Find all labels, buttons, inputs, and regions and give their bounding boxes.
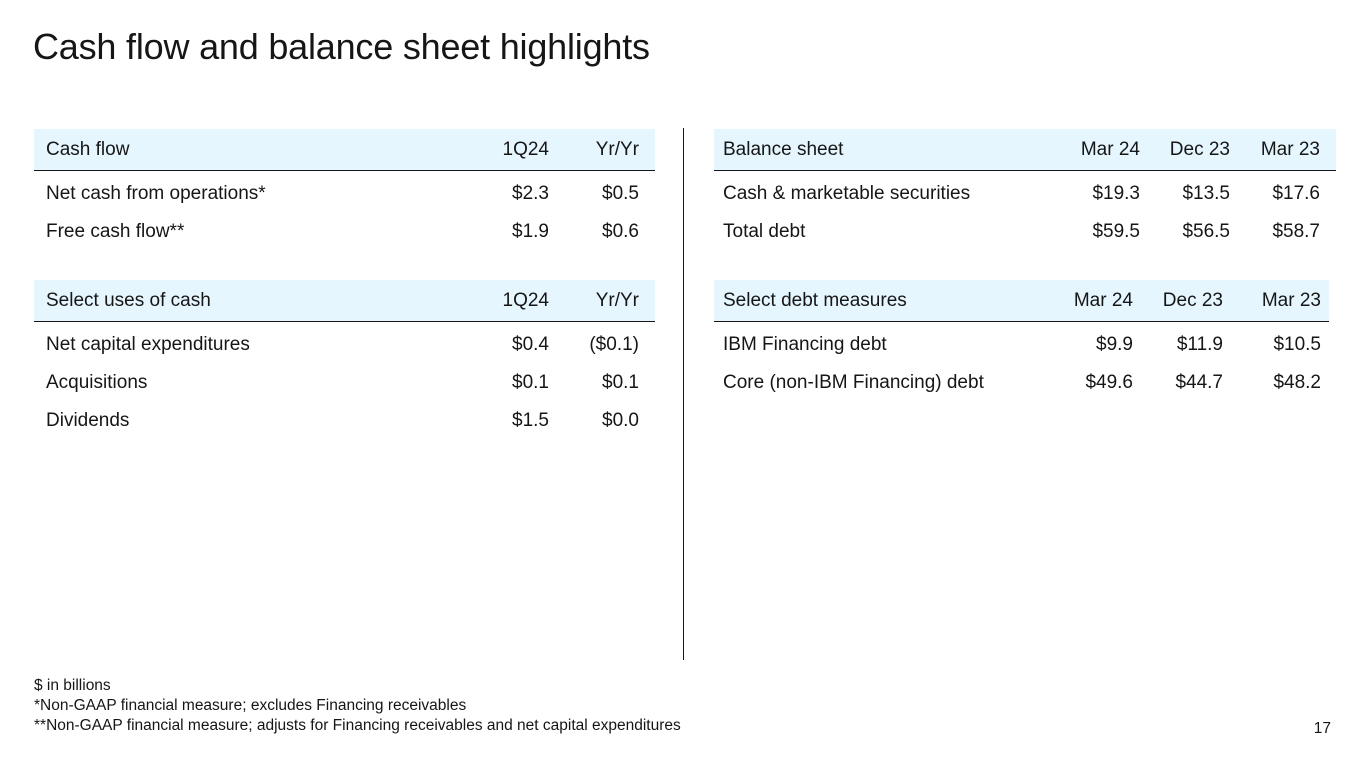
cell-value: $56.5 [1182, 221, 1230, 242]
table-header-row: Cash flow 1Q24 Yr/Yr [34, 129, 655, 171]
table-header-row: Select uses of cash 1Q24 Yr/Yr [34, 280, 655, 322]
row-label: Net cash from operations* [46, 183, 266, 204]
cell-value: $17.6 [1272, 183, 1320, 204]
cell-value: $0.4 [512, 334, 549, 355]
cell-value: $0.1 [512, 372, 549, 393]
footnotes: $ in billions *Non-GAAP financial measur… [34, 676, 681, 736]
header-cell: Dec 23 [1156, 129, 1246, 171]
row-label: Dividends [46, 410, 130, 431]
uses-of-cash-table: Select uses of cash 1Q24 Yr/Yr Net capit… [34, 280, 655, 440]
table-header-row: Balance sheet Mar 24 Dec 23 Mar 23 [714, 129, 1336, 171]
cell-value: $0.6 [602, 221, 639, 242]
row-label: Core (non-IBM Financing) debt [723, 372, 984, 393]
page-title: Cash flow and balance sheet highlights [33, 26, 650, 67]
cell-value: $11.9 [1176, 334, 1223, 355]
row-label: Cash & marketable securities [723, 183, 971, 204]
table-row: Net capital expenditures $0.4 ($0.1) [34, 322, 655, 365]
footnote-2: **Non-GAAP financial measure; adjusts fo… [34, 717, 681, 734]
cell-value: $58.7 [1272, 221, 1320, 242]
header-cell: Mar 23 [1246, 129, 1336, 171]
header-cell: Select debt measures [714, 280, 1059, 322]
footnote-units: $ in billions [34, 677, 111, 694]
table-row: IBM Financing debt $9.9 $11.9 $10.5 [714, 322, 1329, 365]
cell-value: $9.9 [1096, 334, 1133, 355]
header-cell: Balance sheet [714, 129, 1066, 171]
header-cell: Dec 23 [1149, 280, 1239, 322]
header-cell: 1Q24 [475, 280, 565, 322]
row-label: Net capital expenditures [46, 334, 250, 355]
row-label: IBM Financing debt [723, 334, 887, 355]
header-cell: Mar 23 [1239, 280, 1329, 322]
cell-value: $1.5 [512, 410, 549, 431]
column-divider [683, 128, 684, 660]
header-cell: Mar 24 [1059, 280, 1149, 322]
cell-value: $59.5 [1092, 221, 1140, 242]
table-row: Core (non-IBM Financing) debt $49.6 $44.… [714, 364, 1329, 402]
cell-value: $0.0 [602, 410, 639, 431]
cell-value: ($0.1) [589, 334, 639, 355]
cell-value: $2.3 [512, 183, 549, 204]
header-cell: Mar 24 [1066, 129, 1156, 171]
table-row: Acquisitions $0.1 $0.1 [34, 364, 655, 402]
footnote-1: *Non-GAAP financial measure; excludes Fi… [34, 697, 467, 714]
debt-measures-table: Select debt measures Mar 24 Dec 23 Mar 2… [714, 280, 1329, 402]
row-label: Free cash flow** [46, 221, 185, 242]
cell-value: $10.5 [1273, 334, 1321, 355]
header-cell: Cash flow [34, 129, 475, 171]
cell-value: $44.7 [1175, 372, 1223, 393]
cell-value: $0.5 [602, 183, 639, 204]
header-cell: Yr/Yr [565, 280, 655, 322]
header-cell: Select uses of cash [34, 280, 475, 322]
cash-flow-table: Cash flow 1Q24 Yr/Yr Net cash from opera… [34, 129, 655, 251]
header-cell: 1Q24 [475, 129, 565, 171]
table-header-row: Select debt measures Mar 24 Dec 23 Mar 2… [714, 280, 1329, 322]
balance-sheet-table: Balance sheet Mar 24 Dec 23 Mar 23 Cash … [714, 129, 1336, 251]
cell-value: $49.6 [1085, 372, 1133, 393]
header-cell: Yr/Yr [565, 129, 655, 171]
page-number: 17 [1313, 720, 1331, 737]
row-label: Total debt [723, 221, 806, 242]
cell-value: $0.1 [602, 372, 639, 393]
cell-value: $13.5 [1182, 183, 1230, 204]
table-row: Cash & marketable securities $19.3 $13.5… [714, 171, 1336, 214]
table-row: Free cash flow** $1.9 $0.6 [34, 213, 655, 251]
table-row: Total debt $59.5 $56.5 $58.7 [714, 213, 1336, 251]
table-row: Net cash from operations* $2.3 $0.5 [34, 171, 655, 214]
cell-value: $19.3 [1092, 183, 1140, 204]
table-row: Dividends $1.5 $0.0 [34, 402, 655, 440]
cell-value: $48.2 [1273, 372, 1321, 393]
cell-value: $1.9 [512, 221, 549, 242]
row-label: Acquisitions [46, 372, 148, 393]
